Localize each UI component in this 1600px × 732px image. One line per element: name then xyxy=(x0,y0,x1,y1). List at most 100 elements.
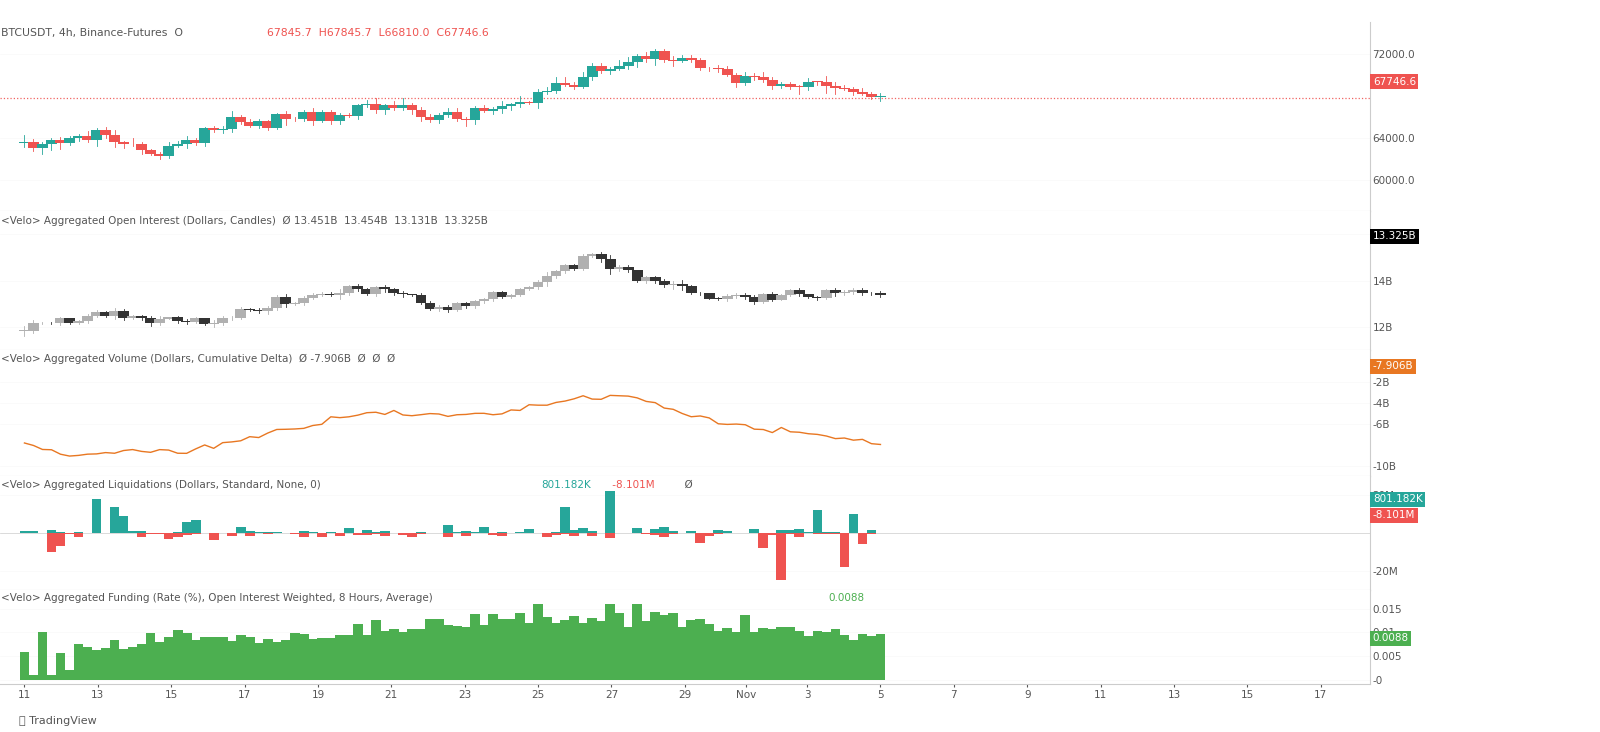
Bar xyxy=(19,652,29,680)
Bar xyxy=(182,632,192,680)
Bar xyxy=(54,141,66,143)
Bar xyxy=(669,531,678,533)
Bar xyxy=(515,102,525,105)
Bar xyxy=(74,533,83,537)
Bar xyxy=(766,294,778,299)
Bar xyxy=(659,51,670,60)
Bar xyxy=(126,316,138,318)
Bar xyxy=(110,640,120,680)
Bar xyxy=(173,630,182,680)
Bar xyxy=(334,635,344,680)
Bar xyxy=(334,293,346,294)
Bar xyxy=(426,619,435,680)
Bar xyxy=(714,533,723,534)
Bar xyxy=(552,531,562,533)
Bar xyxy=(659,527,669,533)
Text: -7.906B: -7.906B xyxy=(1373,361,1413,371)
Bar xyxy=(406,105,418,110)
Bar xyxy=(496,105,507,109)
Bar xyxy=(54,318,66,324)
Bar xyxy=(488,533,498,535)
Bar xyxy=(478,625,490,680)
Bar xyxy=(704,624,714,680)
Bar xyxy=(91,312,102,315)
Bar xyxy=(560,266,571,272)
Bar xyxy=(848,89,859,92)
Bar xyxy=(245,122,254,126)
Bar xyxy=(461,303,472,307)
Bar xyxy=(126,143,138,144)
Bar xyxy=(469,108,480,119)
Bar xyxy=(389,105,400,108)
Bar xyxy=(696,619,706,680)
Bar xyxy=(550,83,562,91)
Bar xyxy=(344,528,354,533)
Bar xyxy=(786,290,795,294)
Bar xyxy=(677,58,688,61)
Bar xyxy=(848,640,858,680)
Bar xyxy=(614,67,624,69)
Bar xyxy=(101,130,110,135)
Bar xyxy=(694,60,706,68)
Bar xyxy=(722,296,733,299)
Bar xyxy=(838,291,850,294)
Text: Ø: Ø xyxy=(678,479,693,490)
Bar xyxy=(669,613,678,680)
Bar xyxy=(533,282,544,287)
Bar xyxy=(218,318,229,323)
Bar xyxy=(146,533,155,534)
Text: 13.325B: 13.325B xyxy=(1373,231,1416,242)
Bar xyxy=(650,529,661,533)
Bar xyxy=(128,646,138,680)
Bar xyxy=(381,631,390,680)
Bar xyxy=(704,533,714,537)
Bar xyxy=(867,533,877,534)
Bar xyxy=(640,277,651,281)
Bar xyxy=(578,623,587,680)
Bar xyxy=(424,302,435,309)
Bar xyxy=(550,272,562,276)
Bar xyxy=(739,76,750,83)
Bar xyxy=(578,529,587,533)
Bar xyxy=(451,303,462,310)
Bar xyxy=(397,105,408,108)
Bar xyxy=(686,620,696,680)
Bar xyxy=(542,276,552,282)
Bar xyxy=(136,644,147,680)
Bar xyxy=(254,643,264,680)
Bar xyxy=(136,533,147,537)
Bar xyxy=(253,310,264,311)
Bar xyxy=(46,530,56,533)
Bar xyxy=(190,520,200,533)
Bar xyxy=(515,289,525,295)
Bar xyxy=(461,627,470,680)
Bar xyxy=(272,642,282,680)
Bar xyxy=(91,130,102,140)
Bar xyxy=(416,110,426,116)
Bar xyxy=(82,315,93,321)
Bar xyxy=(632,604,642,680)
Bar xyxy=(659,281,670,285)
Bar xyxy=(146,633,155,680)
Bar xyxy=(118,649,128,680)
Bar xyxy=(245,309,254,310)
Bar xyxy=(821,632,832,680)
Bar xyxy=(290,633,299,680)
Bar xyxy=(696,533,706,543)
Bar xyxy=(362,288,373,294)
Bar xyxy=(317,638,326,680)
Bar xyxy=(786,627,795,680)
Bar xyxy=(875,635,885,680)
Bar xyxy=(443,625,453,680)
Bar xyxy=(334,533,344,536)
Bar xyxy=(109,135,120,142)
Bar xyxy=(453,626,462,680)
Bar xyxy=(352,105,363,116)
Bar xyxy=(768,629,778,680)
Bar xyxy=(110,507,120,533)
Bar xyxy=(272,114,282,127)
Bar xyxy=(19,142,30,143)
Bar xyxy=(451,112,462,119)
Bar xyxy=(795,631,805,680)
Bar xyxy=(542,91,552,92)
